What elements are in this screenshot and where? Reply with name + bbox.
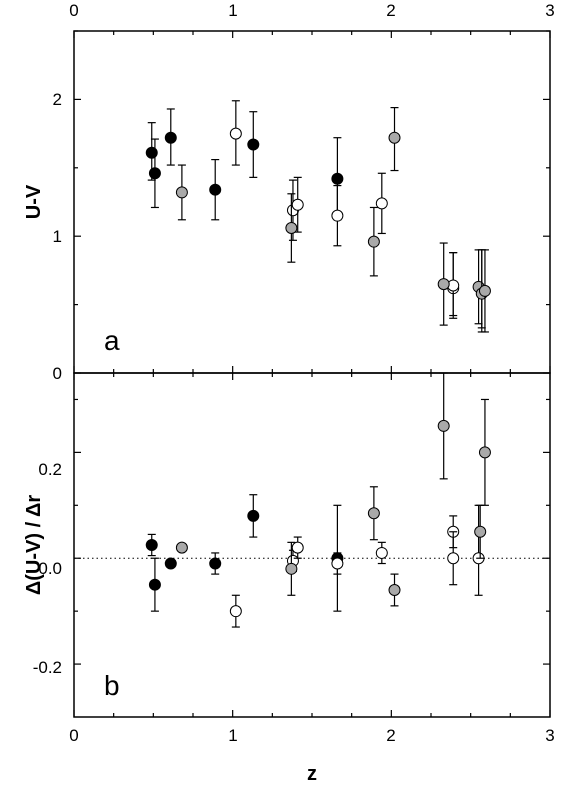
data-point-filled	[209, 557, 222, 570]
data-point-open	[375, 546, 388, 559]
x-tick-label: 2	[386, 726, 395, 745]
data-point-grey	[367, 235, 380, 248]
data-point-open	[331, 209, 344, 222]
data-point-open	[291, 541, 304, 554]
data-point-filled	[145, 539, 158, 551]
panel-b-y-tick-label: -0.2	[33, 658, 62, 677]
data-point-filled	[148, 578, 161, 591]
data-point-filled	[148, 167, 161, 180]
data-point-grey	[285, 562, 298, 575]
data-point-grey	[437, 278, 450, 291]
data-point-open	[375, 197, 388, 210]
x-tick-label: 0	[69, 726, 78, 745]
data-point-filled	[331, 172, 344, 185]
x-tick-label: 3	[545, 726, 554, 745]
data-point-grey	[478, 446, 491, 459]
data-point-grey	[175, 541, 188, 554]
panel-b-y-tick-label: 0.0	[38, 559, 62, 578]
data-point-grey	[285, 221, 298, 234]
data-point-filled	[164, 557, 177, 570]
panel-b-y-tick-label: 0.2	[38, 460, 62, 479]
data-point-grey	[474, 525, 487, 538]
axis-ticks	[73, 30, 551, 717]
data-point-filled	[164, 131, 177, 144]
data-point-grey	[437, 419, 450, 432]
panel-a-y-axis-title: U-V	[23, 184, 45, 219]
data-marks	[145, 100, 491, 628]
top-x-tick-label: 2	[386, 1, 395, 20]
data-point-open	[447, 552, 460, 565]
data-point-open	[229, 605, 242, 618]
data-point-filled	[209, 183, 222, 196]
data-point-open	[331, 557, 344, 570]
data-point-grey	[388, 131, 401, 144]
x-tick-label: 1	[228, 726, 237, 745]
data-point-filled	[247, 509, 260, 522]
panel-b-y-axis-title: Δ(U-V) / Δr	[23, 495, 45, 595]
x-axis-title: z	[307, 763, 317, 785]
top-x-tick-label: 0	[69, 1, 78, 20]
top-x-tick-label: 3	[545, 1, 554, 20]
top-x-tick-label: 1	[228, 1, 237, 20]
data-point-filled	[145, 146, 158, 159]
data-point-grey	[388, 583, 401, 596]
data-point-grey	[175, 186, 188, 199]
data-point-filled	[247, 138, 260, 151]
panel-b-label: b	[104, 670, 120, 701]
panel-a-y-tick-label: 0	[53, 364, 62, 383]
panel-a-y-tick-label: 1	[53, 227, 62, 246]
data-point-grey	[367, 507, 380, 520]
panel-a-y-tick-label: 2	[53, 90, 62, 109]
data-point-grey	[478, 284, 491, 297]
panel-a-label: a	[104, 325, 120, 356]
data-point-open	[229, 127, 242, 140]
data-point-open	[291, 198, 304, 211]
